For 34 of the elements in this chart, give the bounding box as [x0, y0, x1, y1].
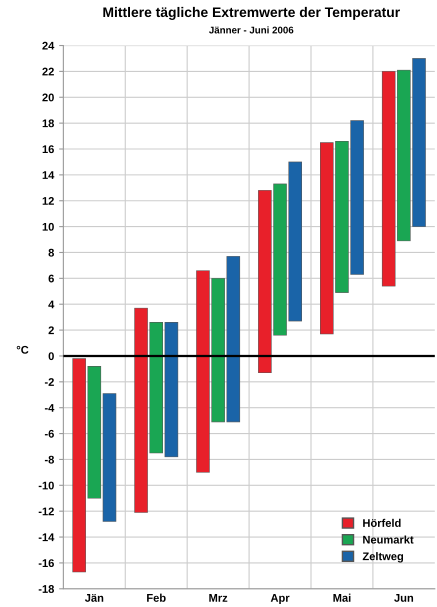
y-axis-title: °C [16, 346, 28, 354]
x-tick-label: Jän [84, 594, 104, 602]
y-tick-label: -18 [38, 585, 54, 593]
y-tick-label: -6 [44, 430, 54, 438]
y-tick-label: 24 [42, 42, 54, 50]
y-tick-label: -10 [38, 482, 54, 490]
y-tick-label: 2 [48, 326, 54, 334]
chart-title: Mittlere tägliche Extremwerte der Temperatur [103, 6, 400, 20]
x-tick-label: Apr [270, 594, 290, 604]
y-tick-label: 4 [48, 300, 54, 308]
legend-label: Hörfeld [363, 518, 401, 527]
x-tick-label: Mai [333, 594, 350, 602]
y-tick-label: 12 [42, 197, 54, 205]
x-tick-label: Jun [394, 594, 414, 602]
chart-subtitle: Jänner - Juni 2006 [209, 26, 294, 34]
y-tick-label: 6 [48, 274, 54, 282]
y-tick-label: -14 [38, 533, 54, 542]
x-tick-label: Feb [147, 594, 166, 602]
y-tick-label: 18 [42, 119, 54, 128]
y-tick-label: -4 [44, 404, 54, 412]
y-tick-label: -2 [44, 378, 54, 386]
legend-label: Zeltweg [362, 552, 404, 562]
legend-label: Neumarkt [363, 535, 414, 544]
y-tick-label: 8 [48, 248, 54, 257]
y-tick-label: 0 [48, 352, 54, 360]
y-tick-label: 14 [42, 171, 54, 179]
y-tick-label: 10 [42, 222, 54, 231]
y-tick-label: -8 [44, 456, 54, 464]
y-tick-label: 16 [42, 145, 54, 154]
y-tick-label: -12 [38, 507, 54, 516]
y-tick-label: 20 [42, 94, 54, 102]
y-tick-label: -16 [38, 559, 54, 568]
x-tick-label: Mrz [209, 594, 228, 602]
y-tick-label: 22 [42, 68, 54, 76]
